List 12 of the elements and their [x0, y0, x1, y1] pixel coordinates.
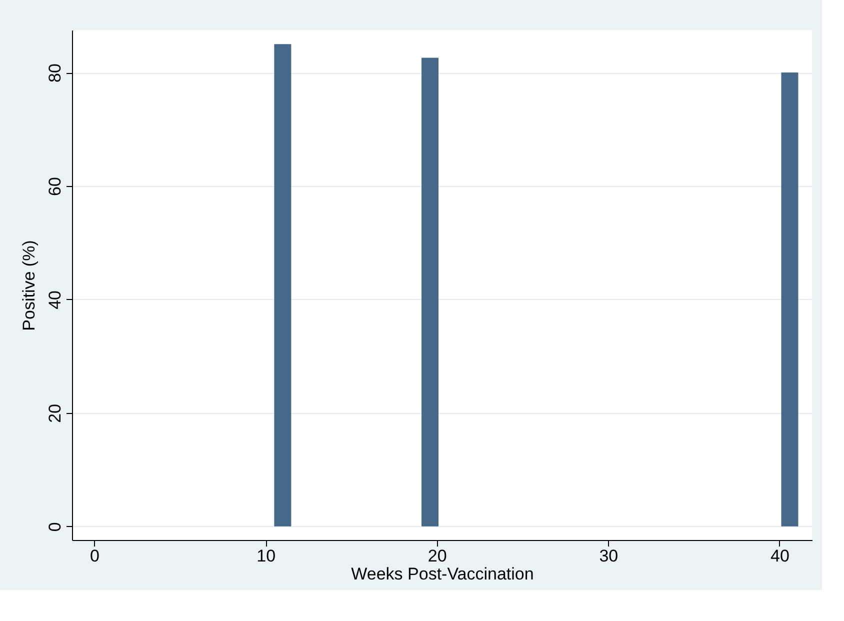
x-tick-label: 10: [256, 546, 276, 566]
x-tick-label: 30: [599, 546, 618, 566]
x-tick-label: 20: [428, 546, 447, 566]
x-axis-title: Weeks Post-Vaccination: [351, 564, 534, 584]
y-tick-label: 0: [46, 522, 64, 532]
y-tick-label: 40: [46, 290, 64, 310]
x-tick-label: 40: [770, 546, 790, 566]
y-tick-label: 20: [46, 404, 64, 423]
y-axis-title: Positive (%): [20, 240, 38, 331]
x-tick-label: 0: [90, 546, 100, 566]
y-tick-label: 60: [46, 177, 64, 196]
y-tick-label: 80: [46, 64, 64, 83]
